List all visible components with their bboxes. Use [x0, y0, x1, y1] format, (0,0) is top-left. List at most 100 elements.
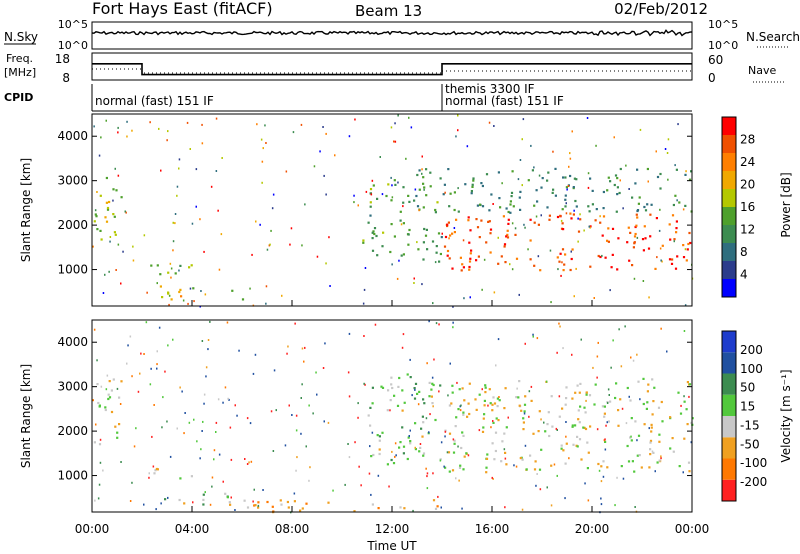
echo-cell [416, 173, 419, 177]
echo-cell [417, 248, 420, 251]
echo-cell [685, 408, 688, 411]
echo-cell [577, 240, 579, 243]
echo-cell [374, 323, 377, 326]
echo-cell [525, 468, 528, 471]
echo-cell [652, 400, 655, 403]
echo-cell [655, 150, 657, 153]
echo-cell [498, 396, 500, 398]
echo-cell [481, 388, 483, 391]
echo-cell [659, 208, 661, 211]
echo-cell [650, 426, 653, 429]
echo-cell [122, 250, 124, 253]
echo-cell [680, 404, 682, 407]
echo-cell [513, 464, 515, 467]
echo-cell [639, 128, 642, 131]
echo-cell [671, 258, 674, 261]
colorbar-segment [722, 117, 736, 135]
echo-cell [369, 424, 372, 427]
echo-cell [396, 404, 400, 407]
echo-cell [261, 160, 264, 163]
echo-cell [120, 282, 122, 285]
echo-cell [446, 224, 449, 228]
echo-cell [650, 430, 653, 433]
echo-cell [220, 233, 223, 236]
echo-cell [413, 282, 415, 284]
echo-cell [440, 441, 443, 444]
echo-cell [486, 453, 489, 456]
velocity-yticks: 1000 2000 3000 4000 [57, 335, 692, 483]
echo-cell [613, 136, 615, 139]
echo-cell [403, 401, 406, 404]
echo-cell [207, 339, 210, 341]
echo-cell [568, 457, 570, 460]
echo-cell [131, 375, 133, 378]
colorbar-frame [721, 116, 737, 298]
echo-cell [658, 459, 661, 462]
echo-cell [381, 386, 385, 389]
echo-cell [154, 469, 157, 472]
echo-cell [614, 396, 617, 400]
echo-cell [606, 421, 608, 424]
echo-cell [489, 232, 492, 235]
echo-cell [371, 179, 374, 182]
echo-cell [357, 416, 359, 419]
echo-cell [588, 225, 590, 228]
echo-cell [493, 125, 495, 127]
echo-cell [244, 458, 246, 460]
echo-cell [466, 415, 469, 418]
echo-cell [167, 271, 170, 274]
echo-cell [143, 234, 146, 237]
echo-cell [300, 397, 302, 399]
echo-cell [425, 194, 428, 197]
echo-cell [416, 392, 419, 395]
echo-cell [501, 182, 503, 185]
echo-cell [113, 215, 116, 218]
echo-cell [596, 355, 599, 358]
echo-cell [630, 356, 632, 359]
echo-cell [249, 422, 252, 425]
echo-cell [203, 402, 205, 405]
echo-cell [636, 209, 639, 213]
echo-cell [620, 365, 623, 368]
echo-cell [257, 504, 260, 507]
echo-cell [649, 448, 652, 451]
echo-cell [362, 302, 365, 305]
colorbar-segment [722, 416, 736, 438]
y-tick-label: 3000 [57, 380, 88, 394]
echo-cell [485, 173, 489, 176]
echo-cell [644, 237, 647, 240]
power-colorbar-label: Power [dB] [779, 172, 793, 237]
echo-cell [271, 207, 274, 210]
echo-cell [452, 321, 454, 324]
echo-cell [571, 130, 573, 133]
echo-cell [444, 235, 448, 239]
echo-cell [152, 465, 155, 468]
echo-cell [390, 458, 393, 462]
echo-cell [275, 409, 277, 412]
echo-cell [207, 348, 209, 351]
echo-cell [348, 332, 351, 335]
echo-cell [308, 479, 310, 482]
echo-cell [270, 410, 273, 413]
echo-cell [522, 428, 525, 431]
echo-cell [547, 171, 550, 174]
echo-cell [382, 231, 385, 234]
echo-cell [105, 201, 108, 204]
echo-cell [492, 421, 495, 424]
echo-cell [651, 450, 654, 453]
echo-cell [234, 404, 236, 407]
echo-cell [481, 288, 483, 291]
echo-cell [503, 407, 506, 410]
echo-cell [426, 487, 429, 490]
echo-cell [646, 390, 649, 393]
x-tick-label: 04:00 [175, 522, 210, 536]
echo-cell [452, 305, 454, 308]
echo-cell [434, 261, 437, 264]
echo-cell [370, 193, 373, 196]
echo-cell [643, 225, 646, 228]
echo-cell [203, 250, 205, 253]
echo-cell [399, 219, 402, 222]
echo-cell [514, 227, 517, 230]
y-tick-label: 1000 [57, 469, 88, 483]
echo-cell [475, 218, 478, 221]
